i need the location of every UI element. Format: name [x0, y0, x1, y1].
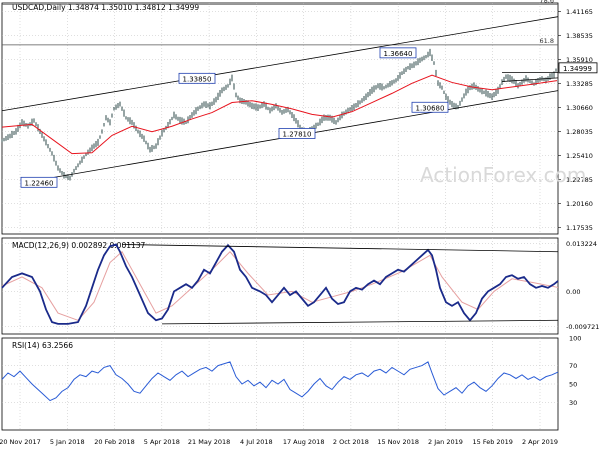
last-price-label: 1.34999	[563, 65, 592, 73]
price-annotation-box	[411, 101, 449, 113]
price-annotation-label: 1.36640	[384, 50, 413, 58]
price-trendline	[501, 77, 559, 82]
macd-line	[1, 243, 559, 325]
price-y-tick-label: 1.25410	[566, 152, 593, 160]
price-y-tick-label: 1.41165	[566, 8, 593, 16]
price-panel-title: USDCAD,Daily 1.34874 1.35010 1.34812 1.3…	[12, 3, 199, 12]
x-tick-label: 2 Jan 2019	[428, 438, 463, 446]
price-annotation-box	[379, 47, 417, 59]
price-annotation-label: 1.33850	[183, 75, 212, 83]
x-tick-label: 20 Nov 2017	[0, 438, 41, 446]
rsi-y-tick-label: 100	[569, 335, 581, 343]
macd-y-tick-label: 0.00	[566, 288, 580, 296]
price-y-tick-label: 1.33285	[566, 80, 593, 88]
price-y-tick-label: 1.30660	[566, 104, 593, 112]
price-trendline	[1, 16, 559, 112]
x-tick-label: 2 Apr 2019	[522, 438, 558, 446]
price-annotation-box	[278, 128, 316, 139]
price-annotation-label: 1.27810	[283, 130, 312, 138]
rsi-y-tick-label: 70	[569, 362, 577, 370]
chart-foreground-layer: 78.6 61.8 1.22460 1.33850 1.27810 1.36640 1.30…	[1, 0, 598, 402]
macd-trendline	[121, 244, 559, 253]
macd-signal-line	[1, 250, 559, 321]
price-y-tick-label: 1.22785	[566, 176, 593, 184]
panel-frame-0	[1, 2, 559, 235]
ema-line	[1, 74, 558, 155]
x-tick-label: 4 Jul 2018	[240, 438, 273, 446]
x-tick-label: 5 Apr 2018	[144, 438, 180, 446]
price-annotation-label: 1.30680	[416, 104, 445, 112]
fib-level-label: 78.6	[540, 0, 554, 5]
rsi-line	[1, 361, 559, 402]
rsi-y-tick-label: 50	[569, 381, 577, 389]
price-y-tick-label: 1.20160	[566, 200, 593, 208]
x-tick-label: 5 Jan 2018	[50, 438, 85, 446]
price-y-tick-label: 1.28035	[566, 128, 593, 136]
panel-frame-2	[1, 337, 559, 431]
last-price-tag	[558, 62, 598, 74]
rsi-panel-title: RSI(14) 63.2566	[12, 341, 73, 350]
price-annotation-box	[178, 72, 216, 84]
rsi-y-tick-label: 30	[569, 399, 577, 407]
watermark: ActionForex.com	[420, 163, 586, 187]
x-tick-label: 15 Feb 2019	[472, 438, 512, 446]
panel-frame-1	[1, 237, 559, 335]
macd-y-tick-label: -0.009721	[566, 323, 599, 331]
fib-level-label: 61.8	[540, 37, 554, 45]
price-annotation-label: 1.22460	[25, 179, 54, 187]
price-y-tick-label: 1.17535	[566, 224, 593, 232]
price-y-tick-label: 1.35910	[566, 56, 593, 64]
price-annotation-box	[20, 176, 58, 188]
macd-panel-title: MACD(12,26,9) 0.002892 0.001137	[12, 241, 146, 250]
x-tick-label: 20 Feb 2018	[94, 438, 134, 446]
x-tick-label: 2 Oct 2018	[333, 438, 369, 446]
price-y-tick-label: 1.38535	[566, 32, 593, 40]
x-tick-label: 21 May 2018	[188, 438, 230, 446]
macd-y-tick-label: 0.013224	[566, 240, 597, 248]
x-tick-label: 17 Aug 2018	[283, 438, 325, 446]
x-tick-label: 15 Nov 2018	[377, 438, 419, 446]
macd-trendline	[161, 319, 559, 325]
